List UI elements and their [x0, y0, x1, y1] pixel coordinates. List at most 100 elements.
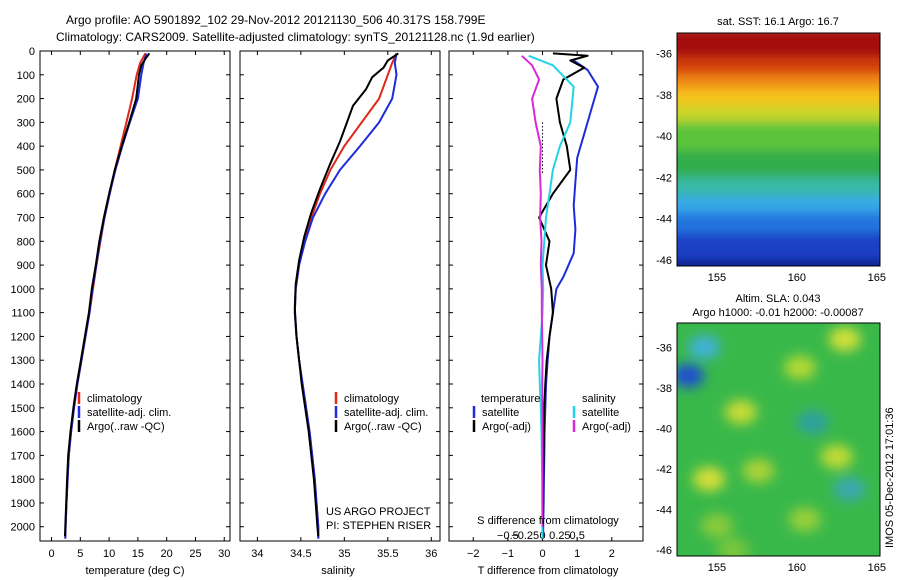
- salinity-legend: climatology satellite-adj. clim. Argo(..…: [326, 392, 431, 532]
- difference-xtick-label: 2: [609, 548, 615, 560]
- difference-stick-label: 0.25: [549, 530, 570, 542]
- sla_map-ytick-label: -40: [656, 423, 672, 435]
- sla_map-ytick-label: -42: [656, 464, 672, 476]
- temperature-lines: [64, 52, 151, 539]
- depth-tick-label: 1400: [11, 379, 35, 391]
- sla-map-title-1: Altim. SLA: 0.043: [736, 293, 821, 305]
- sla-anomaly: [692, 467, 725, 492]
- depth-tick-label: 900: [17, 260, 35, 272]
- sla-anomaly: [688, 335, 721, 360]
- salinity-xtick-label: 35.5: [377, 548, 398, 560]
- difference-stick-label: 0.5: [570, 530, 585, 542]
- sla_map-xtick-label: 165: [868, 562, 886, 574]
- sla-anomaly: [784, 355, 817, 380]
- sst-band: [677, 260, 880, 266]
- sla-map-body: [677, 323, 880, 556]
- legend-label-satellite: satellite-adj. clim.: [344, 407, 428, 419]
- temperature-series-satellite-adj-clim-: [64, 53, 148, 539]
- depth-tick-label: 1900: [11, 498, 35, 510]
- temperature-xlabel: temperature (deg C): [85, 565, 184, 577]
- legend-title-temperature: temperature: [481, 393, 540, 405]
- temperature-legend: climatology satellite-adj. clim. Argo(..…: [77, 392, 171, 433]
- sla-anomaly: [788, 507, 821, 532]
- header-line-2: Climatology: CARS2009. Satellite-adjuste…: [56, 30, 535, 44]
- depth-tick-label: 2000: [11, 522, 35, 534]
- salinity-xlabel: salinity: [321, 565, 355, 577]
- sst_map-xtick-label: 155: [708, 272, 726, 284]
- temperature-panel-frame: [39, 50, 231, 542]
- sst_map-ytick-label: -42: [656, 172, 672, 184]
- temperature-series-argo-raw-qc-: [64, 52, 151, 537]
- sst_map-ytick-label: -36: [656, 49, 672, 61]
- difference-panel-frame: [448, 50, 644, 542]
- sla-anomaly: [700, 513, 733, 538]
- depth-tick-label: 1000: [11, 284, 35, 296]
- sla-field: [677, 327, 866, 556]
- difference-xtick-label: −1: [502, 548, 515, 560]
- difference-lines: [521, 52, 599, 539]
- sla-anomaly: [677, 363, 705, 388]
- sla_map-xtick-label: 155: [708, 562, 726, 574]
- difference-xtick-label: 0: [539, 548, 545, 560]
- temperature-xtick-label: 15: [132, 548, 144, 560]
- salinity-xtick-label: 34: [251, 548, 263, 560]
- sla-anomaly: [833, 477, 866, 502]
- project-annotation: US ARGO PROJECT: [326, 506, 431, 518]
- temperature-xtick-label: 5: [77, 548, 83, 560]
- depth-tick-label: 1800: [11, 474, 35, 486]
- depth-tick-label: 700: [17, 213, 35, 225]
- sla-anomaly: [828, 327, 861, 352]
- temperature-xtick-label: 25: [189, 548, 201, 560]
- depth-tick-label: 400: [17, 141, 35, 153]
- legend-label-argo: Argo(..raw -QC): [344, 421, 422, 433]
- depth-tick-label: 500: [17, 165, 35, 177]
- sla-map-title-2: Argo h1000: -0.01 h2000: -0.00087: [692, 307, 863, 319]
- depth-tick-label: 1300: [11, 355, 35, 367]
- imos-timestamp-label: IMOS 05-Dec-2012 17:01:36: [884, 407, 896, 548]
- temperature-series-climatology: [64, 52, 147, 539]
- depth-tick-label: 1700: [11, 450, 35, 462]
- legend-label-climatology: climatology: [344, 393, 400, 405]
- sst_map-ytick-label: -46: [656, 255, 672, 267]
- difference-top-label: S difference from climatology: [477, 515, 619, 527]
- salinity-series-argo-raw-qc-: [293, 52, 399, 537]
- salinity-xtick-label: 36: [425, 548, 437, 560]
- salinity-lines: [293, 52, 399, 539]
- sst-map-frame: [676, 32, 881, 267]
- difference-xtick-label: −2: [467, 548, 480, 560]
- pi-annotation: PI: STEPHEN RISER: [326, 520, 431, 532]
- depth-tick-label: 1200: [11, 331, 35, 343]
- sla_map-ytick-label: -44: [656, 504, 672, 516]
- salinity-xtick-label: 34.5: [290, 548, 311, 560]
- sla_map-ytick-label: -36: [656, 342, 672, 354]
- temperature-xtick-label: 0: [48, 548, 54, 560]
- depth-tick-label: 100: [17, 70, 35, 82]
- sst_map-ytick-label: -44: [656, 214, 672, 226]
- legend-label-salinity-satellite: satellite: [582, 407, 619, 419]
- sla-anomaly: [742, 458, 775, 483]
- sla-anomaly: [724, 400, 757, 425]
- difference-legend: temperature satellite Argo(-adj) salinit…: [472, 393, 631, 433]
- depth-tick-label: 300: [17, 117, 35, 129]
- legend-label-salinity-argo: Argo(-adj): [582, 421, 631, 433]
- difference-series-temperature-argo-adj-: [538, 52, 589, 537]
- sla-anomaly: [716, 537, 749, 556]
- sla-anomaly: [796, 410, 829, 435]
- sst-map-body: [677, 33, 880, 266]
- sst_map-xtick-label: 165: [868, 272, 886, 284]
- difference-series-salinity-argo-adj-: [521, 55, 544, 527]
- sst_map-xtick-label: 160: [788, 272, 806, 284]
- sla_map-ytick-label: -46: [656, 545, 672, 557]
- sst-map-title: sat. SST: 16.1 Argo: 16.7: [717, 16, 839, 28]
- depth-tick-label: 200: [17, 94, 35, 106]
- sst-field: [677, 33, 880, 266]
- sla-anomaly: [820, 444, 853, 469]
- difference-stick-label: −0.5: [497, 530, 519, 542]
- header-line-1: Argo profile: AO 5901892_102 29-Nov-2012…: [66, 13, 485, 27]
- legend-label-satellite: satellite-adj. clim.: [87, 407, 171, 419]
- salinity-panel-frame: [239, 50, 441, 542]
- depth-tick-label: 0: [29, 46, 35, 58]
- temperature-xtick-label: 30: [218, 548, 230, 560]
- salinity-xtick-label: 35: [338, 548, 350, 560]
